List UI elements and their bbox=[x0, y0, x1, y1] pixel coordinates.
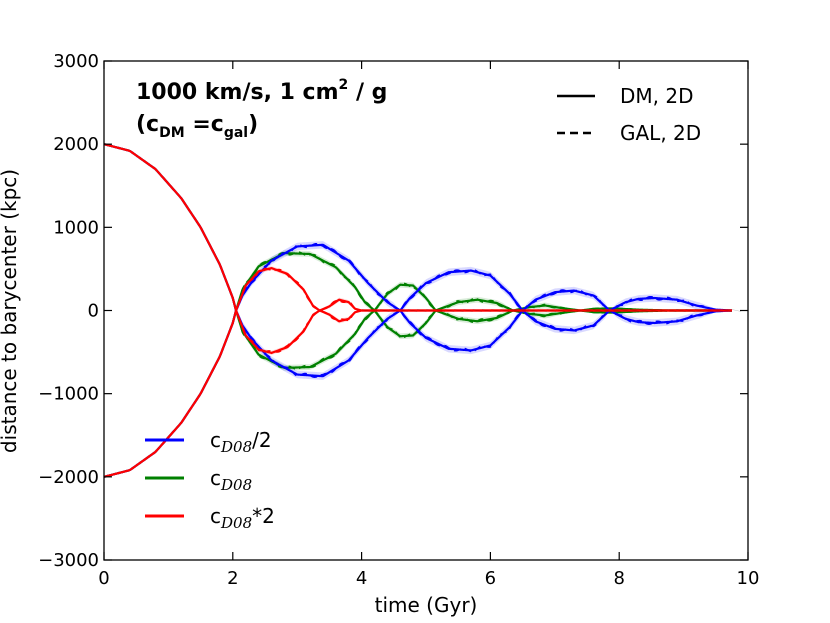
center-noise bbox=[583, 309, 594, 312]
uncertainty-band bbox=[236, 310, 732, 380]
y-tick-label: −3000 bbox=[38, 550, 99, 571]
x-axis-label: time (Gyr) bbox=[375, 593, 478, 617]
legend-red-label: cD08*2 bbox=[210, 504, 275, 532]
center-noise bbox=[602, 309, 612, 312]
center-noise bbox=[657, 309, 668, 312]
center-noise bbox=[361, 309, 371, 312]
axis-ticks: 0 2 4 6 8 10 −3000 −2000 −1000 0 1000 2000 3000 bbox=[38, 51, 759, 589]
center-noise bbox=[565, 309, 575, 312]
center-noise bbox=[676, 309, 686, 312]
center-noise bbox=[444, 309, 455, 312]
center-noise bbox=[500, 309, 510, 312]
series-legend: cD08/2 cD08 cD08*2 bbox=[145, 428, 275, 532]
y-tick-label: 3000 bbox=[53, 51, 99, 72]
gal-curve bbox=[103, 143, 732, 313]
dm-curve bbox=[103, 306, 732, 478]
legend-gal-label: GAL, 2D bbox=[620, 121, 701, 145]
gal-curve bbox=[103, 143, 732, 313]
center-noise bbox=[518, 309, 529, 312]
center-noise bbox=[685, 309, 695, 312]
center-noise bbox=[667, 309, 677, 312]
dm-curve bbox=[103, 307, 732, 478]
center-noise bbox=[611, 309, 621, 312]
center-noise bbox=[648, 309, 658, 312]
y-tick-label: −1000 bbox=[38, 384, 99, 405]
center-noise bbox=[713, 309, 723, 312]
center-noise bbox=[491, 309, 501, 312]
center-noise bbox=[731, 309, 742, 312]
center-noise bbox=[389, 309, 399, 312]
dm-curve bbox=[103, 143, 732, 315]
center-noise bbox=[574, 309, 584, 312]
annotation-line-1: 1000 km/s, 1 cm2 / g bbox=[136, 77, 387, 105]
gal-curve bbox=[103, 308, 732, 478]
x-tick-label: 8 bbox=[613, 568, 624, 589]
x-tick-label: 4 bbox=[356, 568, 367, 589]
center-noise bbox=[630, 309, 640, 312]
x-tick-label: 10 bbox=[737, 568, 760, 589]
dm-curve bbox=[103, 143, 732, 314]
gal-curve bbox=[103, 143, 732, 314]
y-tick-label: 2000 bbox=[53, 134, 99, 155]
gal-curve bbox=[103, 307, 732, 478]
center-noise bbox=[694, 309, 705, 312]
uncertainty-band bbox=[236, 241, 732, 311]
center-noise bbox=[555, 309, 566, 312]
y-axis-label: distance to barycenter (kpc) bbox=[0, 169, 21, 453]
center-noise bbox=[417, 309, 427, 312]
dm-curve bbox=[103, 143, 732, 315]
center-noise bbox=[398, 309, 408, 312]
legend-dm-label: DM, 2D bbox=[620, 84, 694, 108]
center-noise bbox=[592, 309, 603, 312]
center-noise bbox=[546, 309, 557, 312]
center-noise bbox=[537, 309, 547, 312]
center-noise bbox=[380, 309, 390, 312]
style-legend: DM, 2D GAL, 2D bbox=[557, 84, 701, 145]
dm-curve bbox=[103, 306, 732, 478]
center-noise bbox=[528, 309, 538, 312]
center-noise bbox=[722, 309, 732, 312]
center-noise bbox=[426, 309, 436, 312]
center-noise bbox=[435, 309, 445, 312]
center-noise bbox=[454, 309, 464, 312]
y-tick-label: 1000 bbox=[53, 217, 99, 238]
center-noise bbox=[472, 309, 483, 312]
center-noise bbox=[463, 309, 473, 312]
center-noise bbox=[407, 309, 418, 312]
series-lines bbox=[103, 143, 742, 478]
y-tick-label: 0 bbox=[88, 301, 99, 322]
x-tick-label: 0 bbox=[98, 568, 109, 589]
y-tick-label: −2000 bbox=[38, 467, 99, 488]
annotation-line-2: (cDM =cgal) bbox=[136, 112, 258, 141]
center-noise bbox=[509, 309, 520, 312]
x-tick-label: 2 bbox=[227, 568, 238, 589]
center-noise bbox=[481, 309, 492, 312]
legend-blue-label: cD08/2 bbox=[210, 428, 272, 456]
center-noise bbox=[370, 309, 381, 312]
x-tick-label: 6 bbox=[485, 568, 496, 589]
center-noise bbox=[620, 309, 631, 312]
legend-green-label: cD08 bbox=[210, 466, 252, 494]
center-noise bbox=[704, 309, 714, 312]
gal-curve bbox=[103, 308, 732, 478]
center-noise bbox=[639, 309, 649, 312]
